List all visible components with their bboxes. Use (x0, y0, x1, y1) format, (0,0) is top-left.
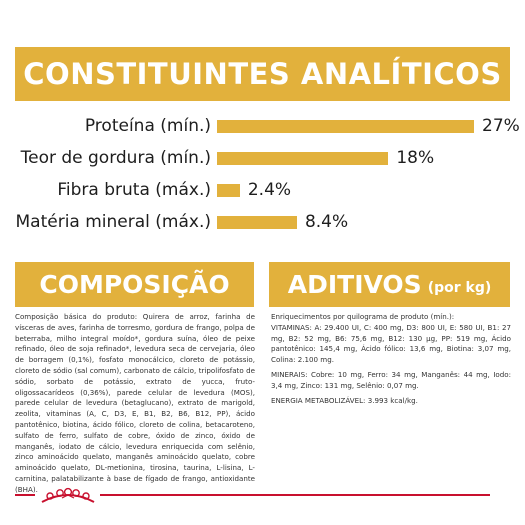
constituent-label: Teor de gordura (mín.) (20, 148, 211, 168)
constituent-bar (217, 216, 297, 229)
composition-title: COMPOSIÇÃO (39, 270, 230, 299)
constituent-value: 27% (482, 116, 520, 136)
additives-vitamins: VITAMINAS: A: 29.400 UI, C: 400 mg, D3: … (271, 322, 511, 365)
constituent-row-fat: Teor de gordura (mín.) 18% (0, 145, 525, 171)
constituent-row-protein: Proteína (mín.) 27% (0, 113, 525, 139)
additives-energy: ENERGIA METABOLIZÁVEL: 3.993 kcal/kg. (271, 395, 418, 405)
analytical-constituents-title: CONSTITUINTES ANALÍTICOS (23, 57, 502, 91)
additives-subtitle: (por kg) (427, 279, 492, 296)
constituent-bar (217, 152, 389, 165)
constituent-bar (217, 184, 240, 197)
additives-heading: Enriquecimentos por quilograma de produt… (271, 312, 455, 321)
constituent-value: 8.4% (304, 212, 349, 232)
composition-banner: COMPOSIÇÃO (15, 262, 254, 307)
additives-title: ADITIVOS (287, 270, 422, 299)
additives-text-block: Enriquecimentos por quilograma de produt… (271, 312, 511, 410)
constituent-label: Matéria mineral (máx.) (15, 212, 212, 232)
constituent-bar (217, 120, 475, 133)
constituent-value: 18% (396, 148, 435, 168)
royal-canin-crown-logo-icon (41, 487, 95, 503)
footer-divider (100, 494, 490, 496)
additives-banner: ADITIVOS (por kg) (269, 262, 510, 307)
composition-text: Composição básica do produto: Quirera de… (15, 312, 255, 494)
analytical-constituents-banner: CONSTITUINTES ANALÍTICOS (15, 47, 510, 101)
additives-minerals: MINERAIS: Cobre: 10 mg, Ferro: 34 mg, Ma… (271, 369, 511, 390)
constituent-value: 2.4% (247, 180, 292, 200)
footer-divider-left (15, 494, 35, 496)
constituent-row-fiber: Fibra bruta (máx.) 2.4% (0, 177, 525, 203)
constituent-label: Fibra bruta (máx.) (57, 180, 211, 200)
composition-text-block: Composição básica do produto: Quirera de… (15, 312, 255, 496)
constituent-label: Proteína (mín.) (84, 116, 211, 136)
constituent-row-mineral: Matéria mineral (máx.) 8.4% (0, 209, 525, 235)
